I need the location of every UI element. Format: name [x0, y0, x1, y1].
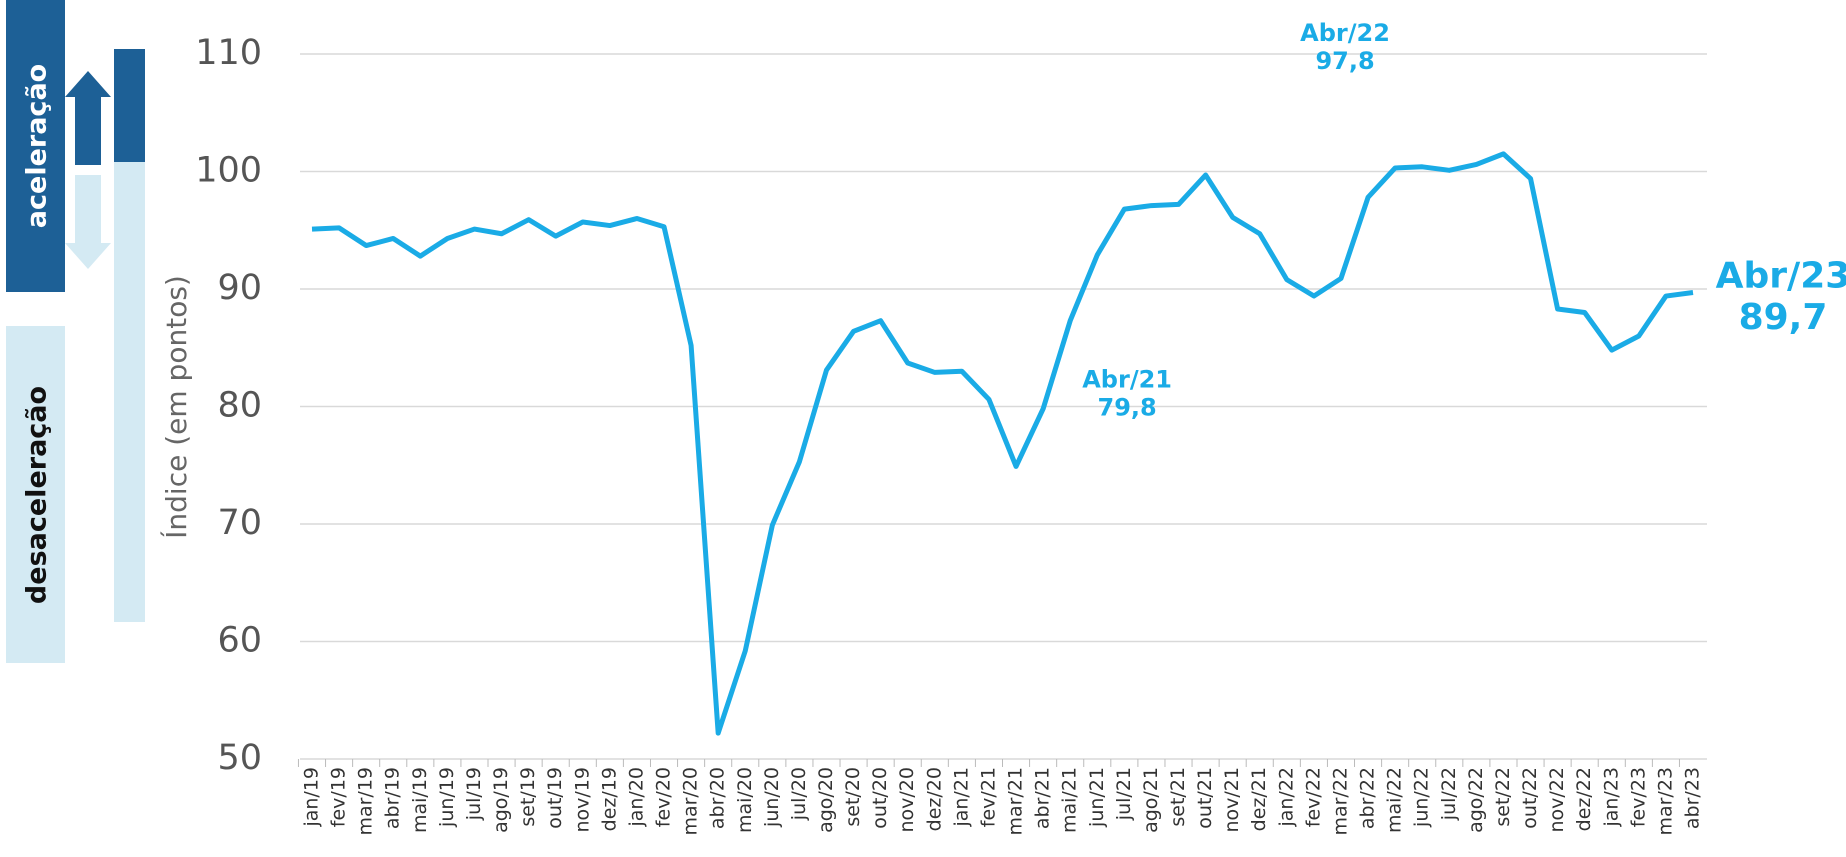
x-tick-label: mar/20: [680, 767, 702, 836]
x-tick-label: dez/21: [1248, 767, 1270, 831]
scale-bar-down: [114, 162, 145, 622]
x-tick-label: fev/20: [653, 767, 675, 827]
x-tick-label: jan/22: [1275, 767, 1297, 828]
x-tick-label: mar/22: [1329, 767, 1351, 836]
x-tick-label: mai/19: [409, 767, 431, 833]
x-tick-label: dez/20: [923, 767, 945, 831]
x-tick-label: jul/22: [1438, 767, 1460, 821]
x-tick-label: fev/22: [1302, 767, 1324, 827]
x-tick-label: out/22: [1519, 767, 1541, 829]
x-tick-label: jul/20: [788, 767, 810, 821]
x-tick-label: ago/19: [490, 767, 512, 833]
x-tick-label: mai/20: [734, 767, 756, 833]
x-tick-label: mar/21: [1005, 767, 1027, 836]
x-tick-label: out/21: [1194, 767, 1216, 829]
x-tick-label: fev/19: [328, 767, 350, 827]
x-tick-label: jun/20: [761, 767, 783, 828]
arrow-down: [65, 175, 111, 269]
x-tick-label: ago/20: [815, 767, 837, 833]
x-tick-label: abr/21: [1032, 767, 1054, 829]
x-tick-label: fev/23: [1627, 767, 1649, 827]
x-tick-label: jul/19: [463, 767, 485, 821]
x-tick-label: out/19: [544, 767, 566, 829]
x-tick-label: jan/21: [950, 767, 972, 828]
x-tick-label: set/21: [1167, 767, 1189, 827]
x-tick-label: set/20: [842, 767, 864, 827]
x-tick-label: nov/19: [571, 767, 593, 833]
x-tick-label: ago/22: [1465, 767, 1487, 833]
x-tick-label: dez/19: [598, 767, 620, 831]
y-axis-label: Índice (em pontos): [159, 275, 193, 539]
y-tick-label: 50: [217, 738, 262, 778]
scale-bar-up: [114, 49, 145, 162]
x-tick-label: jun/22: [1411, 767, 1433, 828]
x-tick-label: fev/21: [977, 767, 999, 827]
y-tick-label: 60: [217, 621, 262, 661]
arrow-up: [65, 71, 111, 165]
x-tick-label: jan/23: [1600, 767, 1622, 828]
legend-up: aceleração: [22, 64, 53, 228]
y-tick-label: 100: [195, 151, 262, 191]
value-label: 89,7: [1739, 297, 1828, 338]
x-tick-label: mar/19: [355, 767, 377, 836]
legend-down-box: [6, 326, 65, 663]
x-tick-label: nov/22: [1546, 767, 1568, 833]
annotation: Abr/23: [1716, 256, 1846, 297]
x-tick-label: mai/22: [1384, 767, 1406, 833]
y-tick-label: 110: [195, 33, 262, 73]
x-tick-label: abr/23: [1682, 767, 1704, 829]
x-tick-label: jun/19: [436, 767, 458, 828]
legend-up-box: [6, 0, 65, 292]
y-tick-label: 90: [217, 268, 262, 308]
x-tick-label: out/20: [869, 767, 891, 829]
x-tick-label: jan/20: [625, 767, 647, 828]
x-tick-label: abr/22: [1357, 767, 1379, 829]
x-tick-label: jun/21: [1086, 767, 1108, 828]
y-tick-label: 80: [217, 386, 262, 426]
x-tick-label: nov/20: [896, 767, 918, 833]
x-tick-label: mar/23: [1654, 767, 1676, 836]
x-tick-label: set/19: [517, 767, 539, 827]
legend-down: desaceleração: [22, 386, 53, 604]
value-label: 97,8: [1315, 47, 1374, 75]
value-label: 79,8: [1098, 393, 1157, 421]
annotation: Abr/21: [1082, 366, 1172, 394]
x-tick-label: ago/21: [1140, 767, 1162, 833]
x-tick-label: dez/22: [1573, 767, 1595, 831]
data-line: [311, 151, 1694, 736]
x-tick-label: jul/21: [1113, 767, 1135, 821]
x-tick-label: jan/19: [301, 767, 323, 828]
annotation: Abr/22: [1300, 19, 1390, 47]
x-tick-label: abr/20: [707, 767, 729, 829]
x-tick-label: abr/19: [382, 767, 404, 829]
x-tick-label: set/22: [1492, 767, 1514, 827]
x-tick-label: nov/21: [1221, 767, 1243, 833]
y-tick-label: 70: [217, 503, 262, 543]
x-tick-label: mai/21: [1059, 767, 1081, 833]
